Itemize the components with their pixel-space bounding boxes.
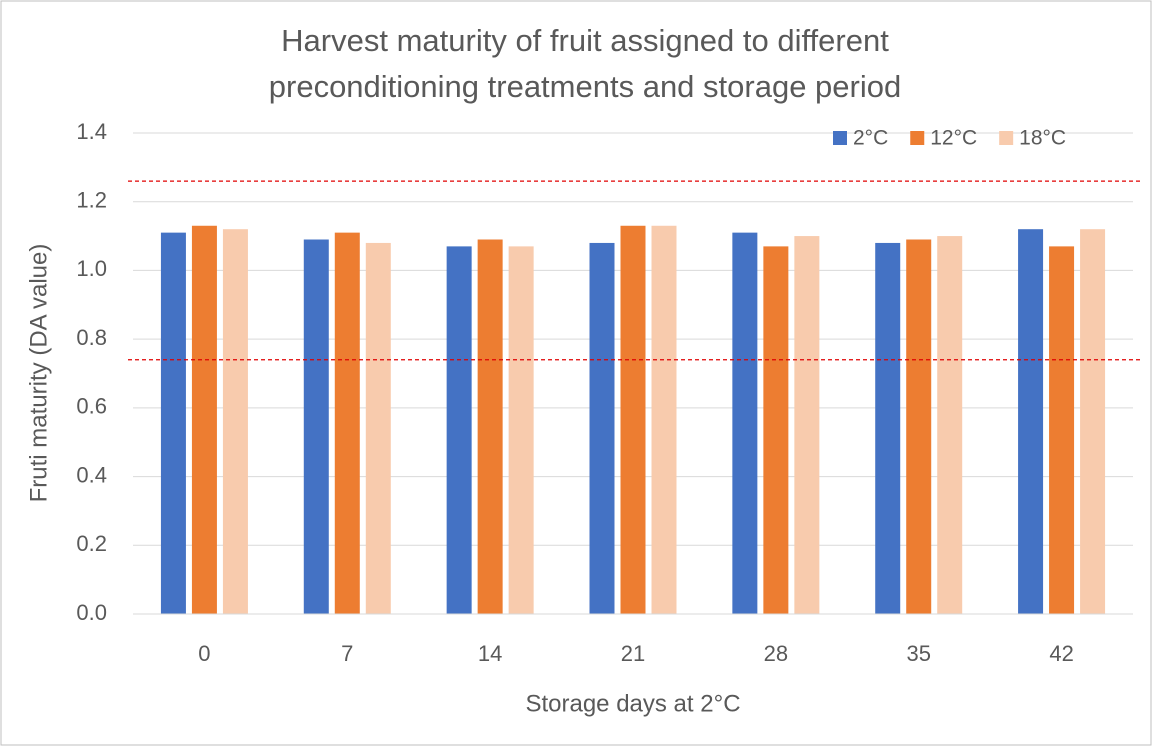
y-tick-label: 1.0 <box>76 256 107 281</box>
y-tick-label: 0.6 <box>76 394 107 419</box>
legend-swatch <box>910 131 925 145</box>
bar <box>222 229 248 614</box>
bar <box>191 225 217 614</box>
legend-swatch <box>999 131 1014 145</box>
bar <box>875 242 901 614</box>
y-tick-label: 1.4 <box>76 119 107 144</box>
x-tick-label: 42 <box>1049 641 1073 666</box>
y-tick-label: 0.0 <box>76 600 107 625</box>
x-axis-label: Storage days at 2°C <box>525 690 740 717</box>
bar <box>589 242 615 614</box>
chart-title: Harvest maturity of fruit assigned to di… <box>268 23 902 104</box>
bar <box>906 239 932 614</box>
bar <box>160 232 186 614</box>
x-tick-label: 35 <box>906 641 930 666</box>
bar <box>1018 229 1044 614</box>
bar <box>732 232 758 614</box>
bar <box>763 246 789 614</box>
x-tick-label: 7 <box>341 641 353 666</box>
legend-label: 2°C <box>853 127 888 150</box>
legend-label: 18°C <box>1019 127 1066 150</box>
bar <box>651 225 677 614</box>
legend-label: 12°C <box>930 127 977 150</box>
bar <box>477 239 503 614</box>
bar <box>365 242 391 614</box>
bar <box>794 236 820 615</box>
bar <box>303 239 329 614</box>
bar <box>508 246 534 614</box>
x-tick-label: 28 <box>764 641 788 666</box>
bar <box>1080 229 1106 614</box>
legend-swatch <box>833 131 847 145</box>
y-tick-label: 1.2 <box>76 188 107 213</box>
y-axis-label: Fruti maturity (DA value) <box>25 244 52 503</box>
bar <box>937 236 963 615</box>
bar <box>1049 246 1075 614</box>
x-tick-label: 14 <box>478 641 502 666</box>
x-tick-label: 0 <box>198 641 210 666</box>
bar <box>620 225 646 614</box>
y-tick-label: 0.8 <box>76 325 107 350</box>
bar <box>334 232 360 614</box>
bar <box>446 246 472 614</box>
y-tick-label: 0.4 <box>76 462 107 487</box>
y-tick-label: 0.2 <box>76 531 107 556</box>
x-tick-label: 21 <box>621 641 645 666</box>
